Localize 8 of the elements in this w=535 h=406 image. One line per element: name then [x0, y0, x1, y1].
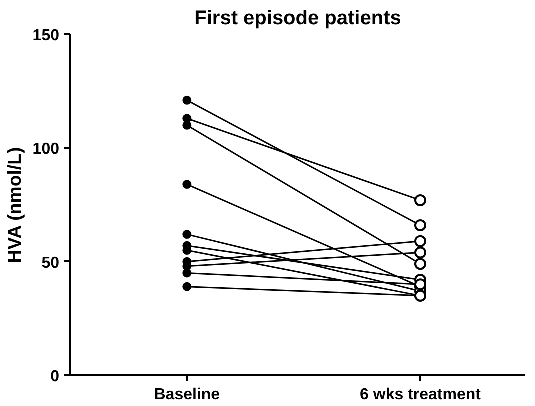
- y-tick-label: 100: [32, 141, 60, 158]
- x-tick-label: Baseline: [154, 386, 220, 404]
- y-tick-label: 150: [32, 28, 60, 44]
- chart-title: First episode patients: [194, 8, 402, 30]
- x-tick-label: 6 wks treatment: [360, 386, 482, 404]
- y-axis-title: HVA (nmol/L): [4, 147, 25, 264]
- y-tick-label: 50: [42, 254, 60, 272]
- y-tick-label: 0: [50, 368, 60, 386]
